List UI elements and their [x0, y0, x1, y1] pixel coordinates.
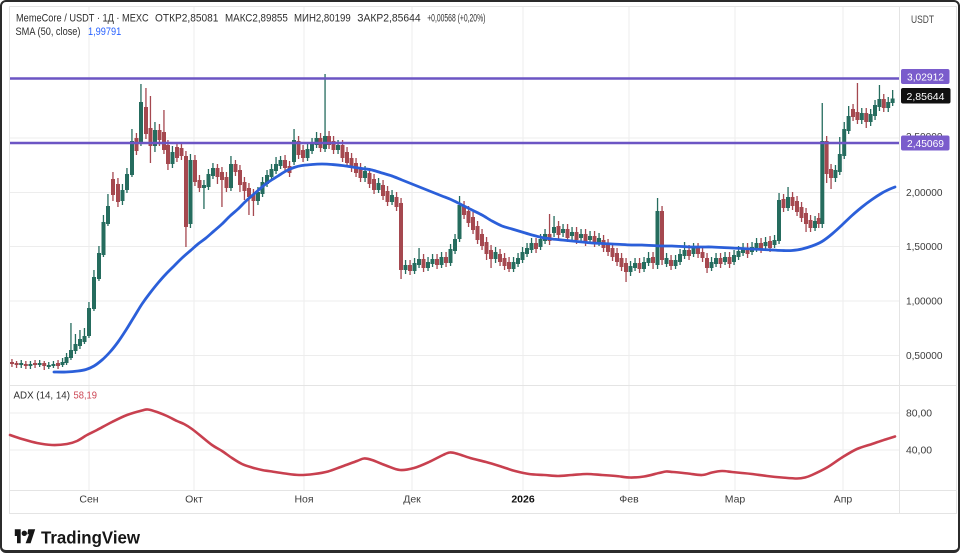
svg-text:40,00: 40,00: [906, 445, 932, 457]
svg-text:2,45069: 2,45069: [907, 138, 944, 150]
svg-text:MemeCore / USDT · 1Д · MEXC: MemeCore / USDT · 1Д · MEXC: [16, 13, 149, 25]
svg-text:+0,00568 (+0,20%): +0,00568 (+0,20%): [427, 13, 485, 25]
svg-text:58,19: 58,19: [74, 390, 98, 402]
svg-text:TradingView: TradingView: [41, 528, 140, 548]
svg-text:1,00000: 1,00000: [906, 296, 943, 308]
svg-text:МАКС2,89855: МАКС2,89855: [225, 13, 288, 25]
svg-text:Мар: Мар: [725, 494, 746, 506]
svg-text:1,50000: 1,50000: [906, 241, 943, 253]
svg-text:80,00: 80,00: [906, 408, 932, 420]
svg-text:0,50000: 0,50000: [906, 350, 943, 362]
svg-text:Дек: Дек: [403, 494, 421, 506]
svg-text:Сен: Сен: [79, 494, 98, 506]
svg-text:2026: 2026: [511, 494, 535, 506]
svg-text:Ноя: Ноя: [294, 494, 313, 506]
svg-text:USDT: USDT: [911, 14, 934, 26]
svg-text:ЗАКР2,85644: ЗАКР2,85644: [357, 13, 420, 25]
svg-text:1,99791: 1,99791: [88, 26, 121, 38]
svg-text:3,02912: 3,02912: [907, 72, 944, 84]
svg-text:ADX (14, 14): ADX (14, 14): [14, 390, 71, 402]
svg-text:Окт: Окт: [185, 494, 203, 506]
svg-text:ОТКР2,85081: ОТКР2,85081: [155, 13, 218, 25]
svg-text:2,85644: 2,85644: [907, 91, 945, 103]
svg-text:2,00000: 2,00000: [906, 187, 943, 199]
svg-text:Фев: Фев: [619, 494, 639, 506]
svg-text:МИН2,80199: МИН2,80199: [294, 13, 351, 25]
svg-text:Апр: Апр: [834, 494, 853, 506]
svg-text:SMA (50, close): SMA (50, close): [16, 26, 81, 38]
